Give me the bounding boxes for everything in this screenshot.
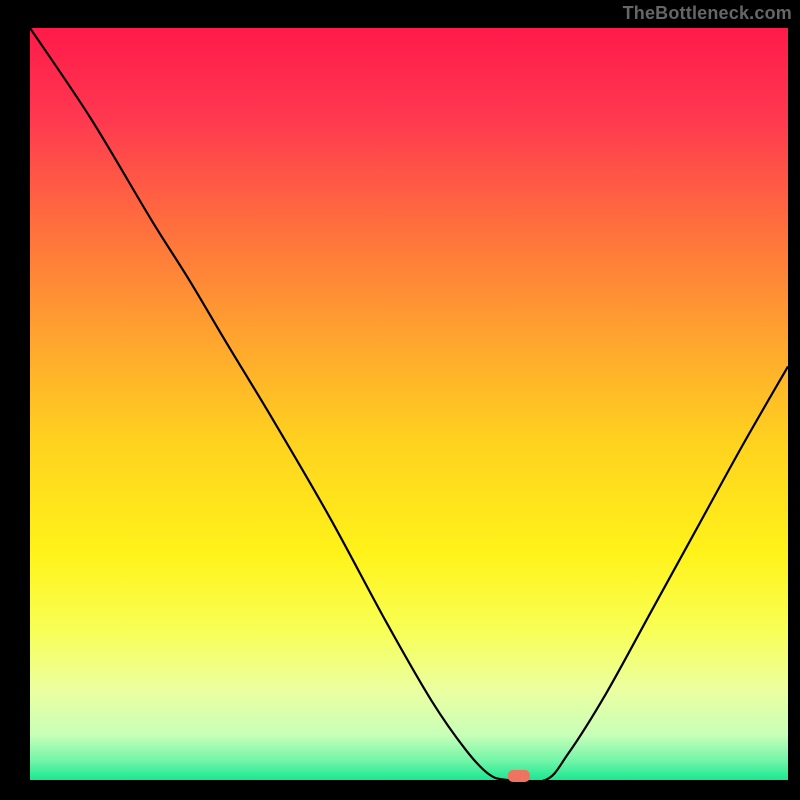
- bottleneck-chart: [0, 0, 800, 800]
- plot-area: [30, 28, 788, 780]
- watermark-text: TheBottleneck.com: [623, 3, 792, 24]
- minimum-marker: [508, 770, 530, 782]
